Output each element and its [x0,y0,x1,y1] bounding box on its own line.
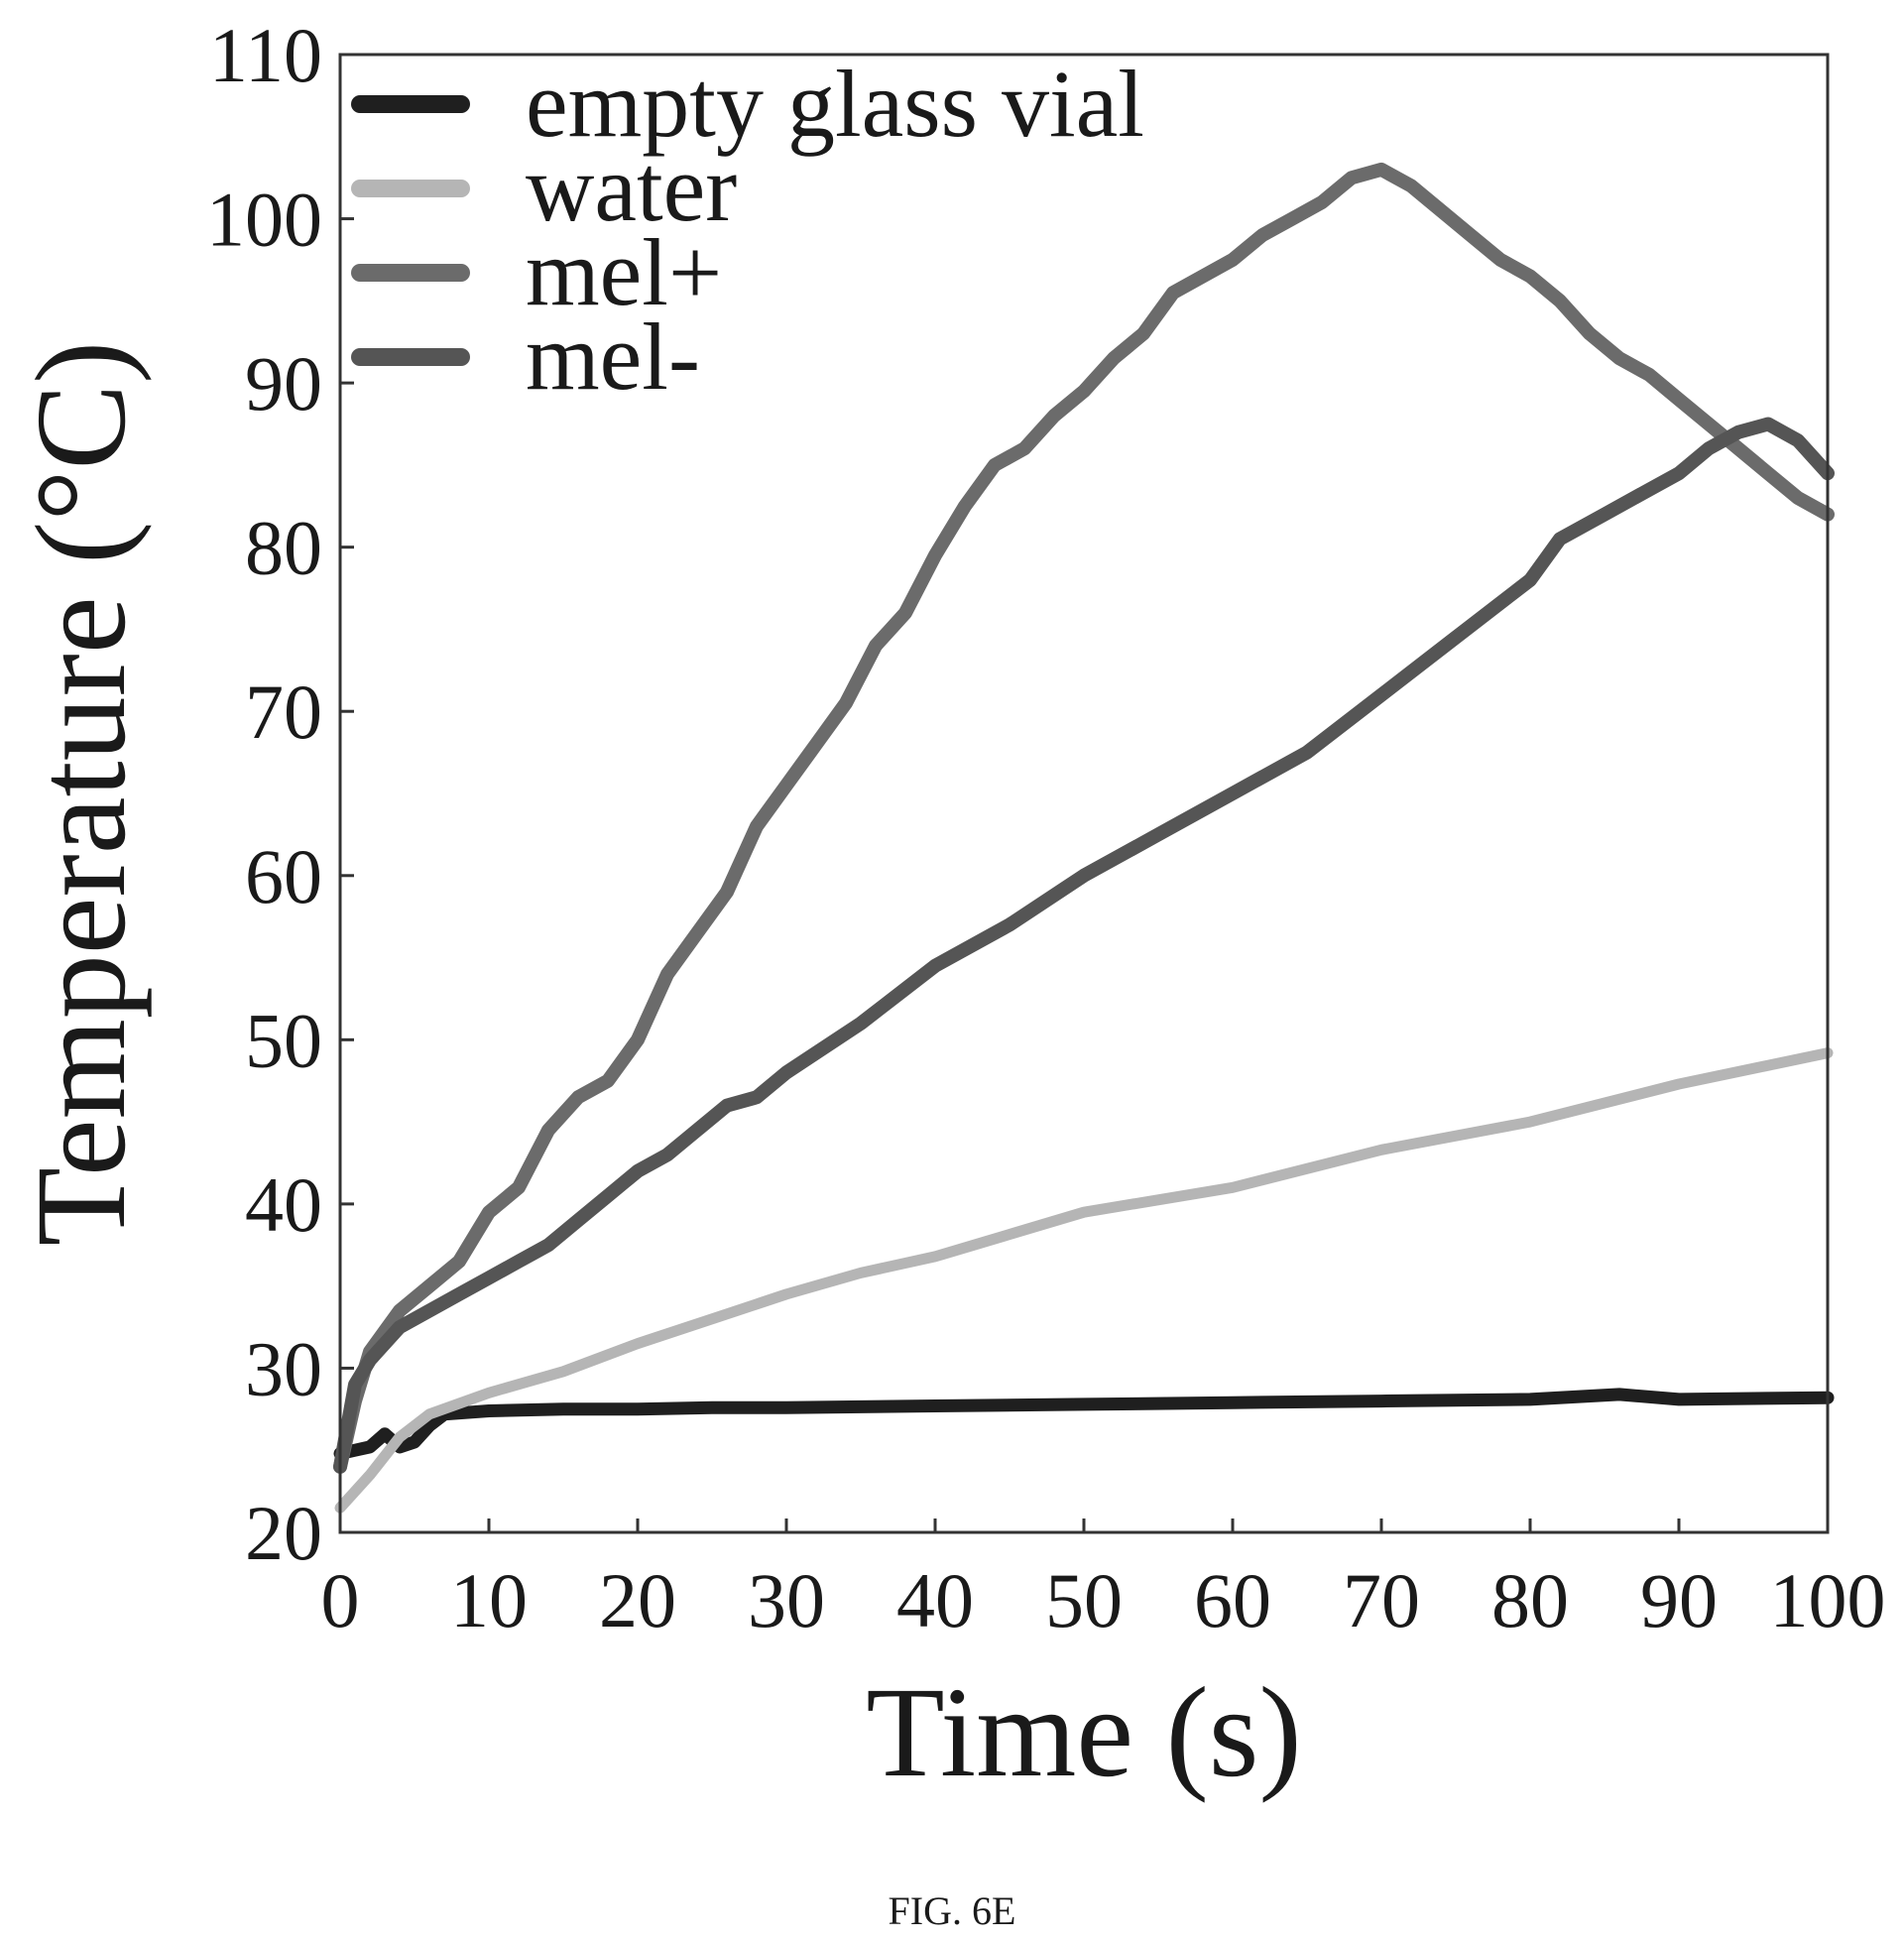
x-tick-label: 30 [748,1557,825,1643]
series-line-3 [333,162,1835,1474]
y-tick-label: 110 [209,12,322,98]
y-tick-label: 90 [245,340,322,426]
legend-label: mel- [526,304,700,410]
figure-caption: FIG. 6E [889,1888,1016,1933]
y-axis-title: Temperature (°C) [10,341,153,1247]
y-tick-label: 60 [245,833,322,919]
x-axis-title: Time (s) [866,1661,1301,1804]
y-tick-label: 30 [245,1325,322,1411]
x-tick-label: 70 [1343,1557,1420,1643]
x-tick-label: 0 [321,1557,360,1643]
x-tick-label: 60 [1194,1557,1271,1643]
series-layer [333,162,1835,1514]
legend-label: empty glass vial [526,51,1144,157]
tick-layer: 0 10 20 30 40 50 60 70 80 90 100 20 30 40 50 60 70 80 90 10… [206,12,1886,1643]
x-tick-label: 90 [1640,1557,1718,1643]
x-tick-label: 40 [896,1557,974,1643]
series-line-4 [333,417,1835,1474]
x-tick-label: 80 [1491,1557,1569,1643]
y-tick-label: 50 [245,997,322,1083]
legend-label: mel+ [526,219,722,325]
y-tick-label: 70 [245,668,322,755]
x-tick-label: 50 [1045,1557,1123,1643]
y-tick-label: 40 [245,1161,322,1248]
series-line-2 [334,1047,1834,1514]
series-line-1 [333,1388,1835,1460]
y-tick-label: 80 [245,505,322,591]
x-tick-label: 100 [1770,1557,1886,1643]
y-tick-label: 100 [206,177,322,263]
y-tick-label: 20 [245,1490,322,1576]
legend-label: water [526,135,737,241]
x-tick-label: 10 [450,1557,528,1643]
x-tick-label: 20 [599,1557,676,1643]
